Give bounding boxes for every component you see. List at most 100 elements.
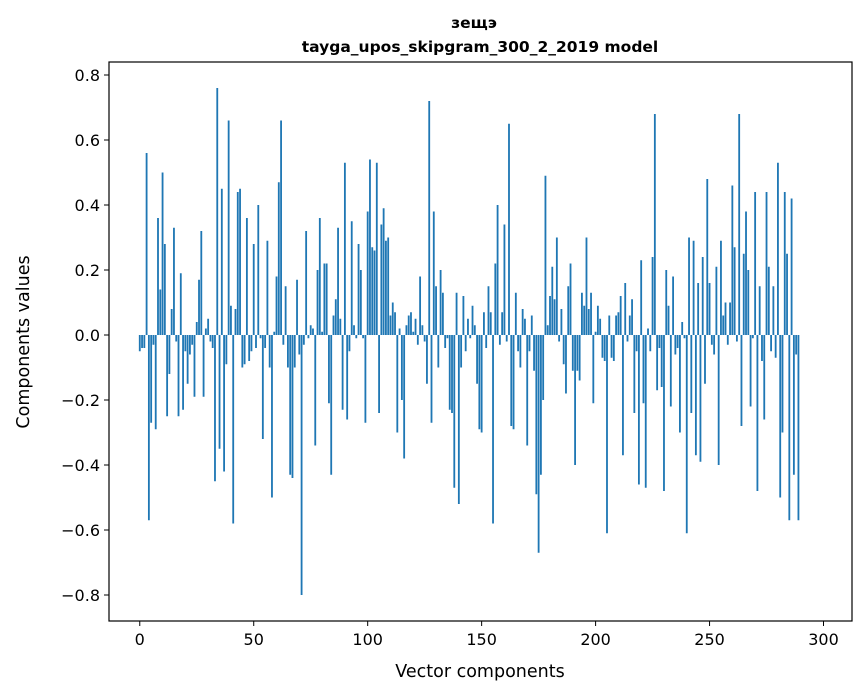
bar <box>508 123 510 335</box>
bar <box>455 292 458 335</box>
bar <box>524 318 526 335</box>
bar <box>209 335 212 342</box>
bar <box>248 335 251 361</box>
bar <box>378 335 380 413</box>
bar <box>542 335 545 400</box>
bar <box>168 335 171 374</box>
bar <box>585 237 588 335</box>
plot-area-frame <box>108 61 853 622</box>
bar <box>656 335 659 391</box>
bar <box>622 335 624 456</box>
chart-title-line-2: tayga_upos_skipgram_300_2_2019 model <box>302 38 659 56</box>
bar <box>742 253 745 335</box>
bar <box>735 335 738 342</box>
bar <box>177 335 180 417</box>
bar <box>549 296 551 335</box>
bar <box>275 276 278 335</box>
bar <box>412 331 415 335</box>
bar <box>560 309 563 335</box>
bar <box>526 335 529 446</box>
bar <box>706 179 709 335</box>
bar <box>530 315 533 335</box>
bar <box>364 335 367 423</box>
bar <box>558 335 561 342</box>
bar <box>211 335 214 348</box>
bar <box>685 335 688 534</box>
bar <box>387 237 390 335</box>
bar <box>583 305 586 335</box>
bar <box>581 292 583 335</box>
bar <box>410 312 412 335</box>
x-tick-label: 100 <box>352 630 383 649</box>
bar <box>316 270 319 335</box>
bar <box>353 325 355 335</box>
bar <box>578 335 581 381</box>
bar <box>503 224 506 335</box>
bar <box>720 240 722 335</box>
bar <box>430 335 433 423</box>
bar <box>599 318 602 335</box>
bar <box>236 192 239 335</box>
y-tick-label: −0.4 <box>61 456 100 475</box>
bar <box>567 286 570 335</box>
bar <box>398 328 401 335</box>
bar <box>163 244 166 335</box>
y-axis-label: Components values <box>14 255 34 428</box>
y-tick-label: 0.0 <box>75 326 100 345</box>
bar <box>241 335 244 368</box>
bar <box>562 335 565 365</box>
bar <box>467 318 469 335</box>
bar <box>291 335 294 478</box>
bar <box>669 335 672 407</box>
bar <box>539 335 542 475</box>
y-tick-label: 0.8 <box>75 66 100 85</box>
bar <box>339 318 342 335</box>
bar <box>606 335 608 534</box>
bar <box>485 335 488 348</box>
bar <box>284 286 287 335</box>
bar <box>385 240 387 335</box>
bar <box>644 335 647 488</box>
bar <box>439 270 442 335</box>
bar <box>489 312 492 335</box>
bar <box>243 335 246 365</box>
bar <box>710 335 713 345</box>
bar <box>271 335 273 498</box>
bar <box>663 335 665 491</box>
bar <box>774 335 777 358</box>
bar <box>537 335 540 553</box>
bar <box>421 325 424 335</box>
bar <box>227 120 230 335</box>
x-axis-ticks: 0 50 100 150 200 250 300 <box>135 621 839 649</box>
bar <box>307 335 310 339</box>
bar <box>633 335 636 413</box>
bar <box>795 335 798 355</box>
bar <box>692 240 695 335</box>
bar <box>767 266 770 335</box>
bar <box>186 335 189 384</box>
bar <box>624 283 627 335</box>
bar <box>391 302 394 335</box>
bar <box>751 335 754 339</box>
bar <box>198 279 200 335</box>
bar <box>694 335 697 456</box>
bar <box>674 335 677 355</box>
bar <box>631 299 633 335</box>
bar <box>788 335 791 521</box>
bar <box>745 211 747 335</box>
bar <box>688 237 690 335</box>
bar <box>683 335 686 339</box>
bar <box>601 335 604 358</box>
bar <box>469 335 472 339</box>
bar <box>207 318 210 335</box>
bar <box>483 312 485 335</box>
bar <box>783 192 786 335</box>
bar <box>150 335 153 423</box>
bar <box>626 335 629 342</box>
bar <box>451 335 453 413</box>
bar <box>498 335 501 345</box>
bar <box>462 296 465 335</box>
bar <box>729 302 731 335</box>
bar <box>193 335 196 397</box>
bar <box>359 270 362 335</box>
